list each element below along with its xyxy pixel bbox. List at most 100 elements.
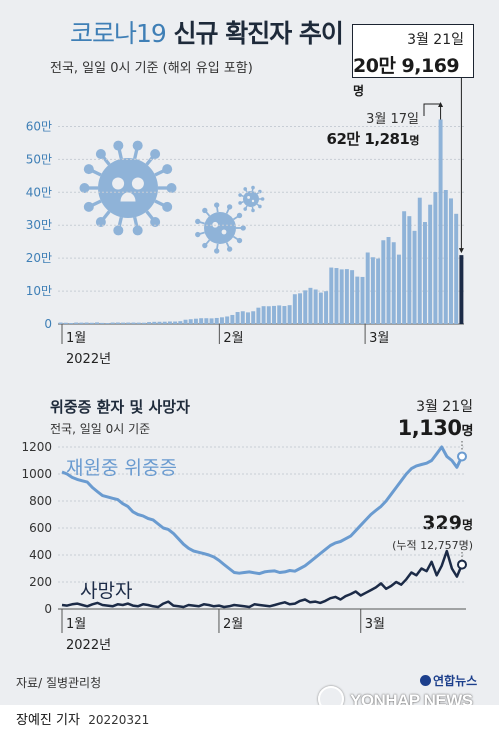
chart1-bar: [74, 322, 79, 324]
chart1-bar: [256, 307, 261, 324]
chart2-y-tick-label: 200: [29, 575, 52, 589]
chart1-y-tick-label: 0: [44, 317, 52, 331]
chart1-title: 코로나19 신규 확진자 추이: [70, 19, 344, 48]
chart1-bar: [240, 311, 245, 324]
chart1-bar: [121, 322, 126, 324]
chart1-bar: [313, 289, 318, 324]
chart1-latest-arrow: [458, 248, 464, 254]
source-note: 자료/ 질병관리청: [16, 676, 102, 690]
chart1-bar: [282, 306, 287, 324]
chart1-bar: [261, 306, 266, 324]
chart1-bar: [417, 197, 422, 324]
chart1-bar: [324, 291, 329, 324]
chart2-x-tick-label: 2월: [223, 617, 243, 632]
chart1-bar: [152, 321, 157, 324]
chart1-bar: [407, 216, 412, 324]
peak-date: 3월 17일: [366, 112, 419, 127]
chart1-x-tick-label: 3월: [369, 331, 389, 346]
virus-icon: [195, 202, 246, 254]
yonhap-logo-icon: [420, 675, 431, 686]
chart1-bar: [438, 119, 443, 325]
chart2-end-marker-critical: [457, 451, 467, 462]
critical-value: 1,130명: [397, 416, 474, 440]
chart1-y-tick-label: 60만: [26, 119, 52, 133]
chart1-bar: [246, 312, 250, 324]
latest-callout-box: 3월 21일 20만 9,169명: [352, 24, 474, 98]
chart1-bar: [277, 305, 282, 324]
chart1-bar: [433, 192, 438, 324]
legend-deaths: 사망자: [80, 580, 133, 602]
chart1-bar: [396, 254, 401, 324]
peak-value: 62만 1,281명: [326, 130, 420, 148]
virus-icon: [79, 140, 177, 236]
deaths-value: 329명: [422, 512, 473, 534]
latest-date: 3월 21일: [407, 32, 464, 48]
chart1-bar: [58, 322, 63, 324]
chart2-y-tick-label: 400: [29, 548, 52, 562]
chart1-bar: [412, 230, 417, 324]
chart1-bar: [193, 318, 198, 324]
chart2-end-marker-deaths: [457, 559, 467, 570]
chart1-bar: [251, 311, 256, 324]
chart1-bar: [131, 322, 136, 324]
chart1-bar: [386, 237, 391, 324]
chart1-bar: [225, 316, 230, 324]
chart2-y-tick-label: 600: [29, 521, 52, 535]
yonhap-logo: 연합뉴스: [420, 672, 477, 689]
chart1-bar: [188, 319, 193, 324]
chart1-bar: [69, 323, 73, 324]
chart1-bar: [266, 306, 271, 324]
chart1-bar: [204, 318, 209, 324]
chart1-bar: [199, 318, 204, 324]
chart1-bar: [219, 317, 224, 324]
chart2-y-tick-label: 1000: [21, 467, 52, 481]
chart1-bar: [95, 322, 100, 324]
chart2-x-tick-label: 3월: [365, 617, 385, 632]
chart1-bar: [370, 257, 375, 324]
chart1-peak-leader: [423, 103, 442, 120]
chart1-bar: [162, 321, 167, 324]
chart1-bar: [167, 321, 172, 324]
chart1-bar: [459, 255, 464, 324]
chart1-y-tick-label: 40만: [26, 185, 52, 199]
chart1-x-sub-label: 2022년: [66, 352, 111, 367]
chart1-bar: [365, 252, 370, 324]
chart1-bar: [79, 322, 84, 324]
chart1-bar: [63, 322, 68, 324]
chart1-bar: [449, 198, 453, 324]
virus-icon: [238, 185, 265, 213]
infographic-card: 코로나19 신규 확진자 추이 전국, 일일 0시 기준 (해외 유입 포함) …: [0, 0, 499, 705]
chart1-plot: 0 10만 20만 30만 40만 50만 60만 1월 2월 3월 2022년: [26, 78, 464, 367]
chart1-bar: [329, 267, 334, 324]
chart1-peak-arrow: [438, 102, 444, 107]
chart1-bar: [115, 322, 120, 324]
chart1-bar: [173, 321, 178, 324]
latest-value: 20만 9,169명: [353, 55, 460, 98]
deaths-cumulative: (누적 12,757명): [392, 539, 473, 552]
chart1-y-tick-label: 10만: [26, 284, 52, 298]
chart1-bar: [230, 314, 235, 324]
watermark: YONHAP NEWS: [318, 686, 473, 705]
chart1-bar: [402, 211, 407, 324]
reporter-line: 장예진 기자 20220321: [16, 713, 150, 728]
chart1-bar: [428, 204, 433, 324]
chart1-bar: [100, 322, 105, 324]
critical-date: 3월 21일: [416, 399, 473, 415]
chart1-bar: [292, 294, 297, 324]
chart1-bar: [334, 268, 339, 324]
chart2-y-tick-label: 0: [44, 602, 52, 616]
chart1-bar: [235, 312, 240, 324]
chart1-bar: [110, 322, 115, 324]
chart1-x-tick-label: 1월: [66, 331, 86, 346]
chart1-bar: [136, 322, 141, 324]
chart2-y-tick-label: 1200: [21, 440, 52, 454]
chart1-bar: [443, 189, 448, 324]
chart1-bar: [350, 270, 355, 324]
chart1-subtitle: 전국, 일일 0시 기준 (해외 유입 포함): [50, 61, 253, 76]
chart1-y-tick-label: 30만: [26, 218, 52, 232]
chart1-bar: [339, 269, 344, 324]
chart1-bar: [344, 269, 349, 324]
chart1-bar: [157, 321, 162, 324]
chart1-bar: [105, 323, 110, 324]
chart1-y-tick-label: 50만: [26, 152, 52, 166]
